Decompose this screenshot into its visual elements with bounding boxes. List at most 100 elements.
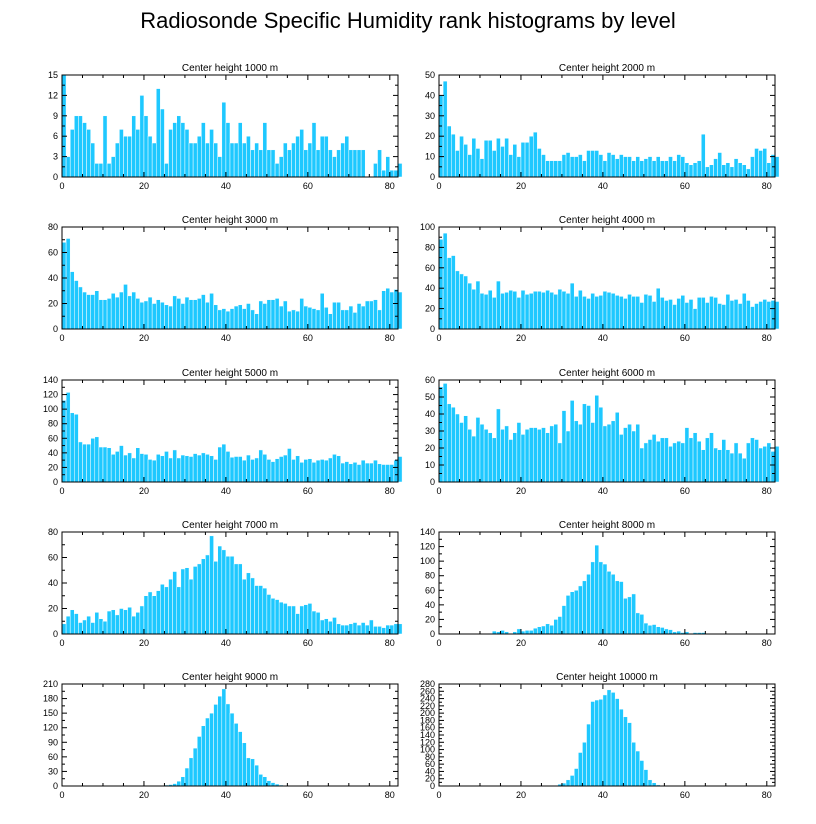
- histogram-bar: [233, 305, 239, 330]
- x-tick-label: 20: [139, 790, 149, 800]
- histogram-bar: [328, 149, 333, 178]
- histogram-bar: [528, 427, 534, 483]
- histogram-bar: [176, 780, 182, 787]
- histogram-bar: [344, 309, 350, 330]
- x-tick-label: 80: [385, 181, 395, 191]
- y-tick-label: 30: [425, 426, 435, 436]
- histogram-bar: [328, 457, 333, 483]
- histogram-bar: [258, 149, 264, 178]
- histogram-bar: [606, 571, 612, 635]
- histogram-bar: [336, 149, 341, 178]
- histogram-bar: [147, 591, 153, 635]
- histogram-bar: [451, 133, 456, 178]
- histogram-bar: [188, 757, 194, 787]
- histogram-bar: [69, 271, 75, 330]
- histogram-bar: [369, 619, 374, 635]
- histogram-bar: [680, 442, 686, 483]
- histogram-bar: [635, 156, 641, 178]
- histogram-bar: [233, 456, 239, 483]
- histogram-bar: [569, 156, 575, 178]
- histogram-bar: [356, 624, 362, 635]
- histogram-bar: [328, 313, 333, 330]
- x-tick-label: 0: [436, 486, 441, 496]
- histogram-bar: [348, 463, 354, 483]
- histogram-bar: [774, 156, 780, 178]
- histogram-bar: [262, 587, 268, 635]
- histogram-bar: [520, 289, 526, 330]
- x-tick-label: 60: [680, 790, 690, 800]
- x-tick-label: 80: [385, 486, 395, 496]
- histogram-bar: [143, 300, 149, 330]
- histogram-bar: [606, 423, 612, 483]
- histogram-bar: [82, 291, 87, 330]
- x-tick-label: 60: [680, 333, 690, 343]
- histogram-bar: [512, 291, 518, 330]
- x-tick-label: 0: [59, 181, 64, 191]
- histogram-bar: [717, 152, 722, 178]
- y-tick-label: 100: [420, 556, 435, 566]
- histogram-bar: [397, 623, 403, 635]
- histogram-bar: [323, 459, 329, 483]
- histogram-bar: [233, 563, 239, 635]
- histogram-bar: [188, 299, 194, 330]
- x-tick-label: 20: [139, 181, 149, 191]
- histogram-bar: [311, 462, 317, 483]
- histogram-bar: [160, 455, 165, 483]
- histogram-bar: [155, 590, 161, 635]
- histogram-bar: [586, 150, 591, 178]
- histogram-bar: [561, 410, 567, 483]
- histogram-bar: [90, 294, 96, 330]
- histogram-bar: [561, 291, 567, 330]
- x-tick-label: 0: [436, 638, 441, 648]
- histogram-bar: [668, 629, 673, 635]
- histogram-bar: [192, 747, 198, 787]
- y-tick-label: 0: [430, 172, 435, 182]
- histogram-bar: [151, 303, 157, 330]
- histogram-bar: [537, 148, 542, 178]
- histogram-bar: [315, 309, 321, 330]
- histogram-bar: [61, 623, 67, 635]
- histogram-bar: [155, 88, 161, 178]
- y-tick-label: 40: [425, 283, 435, 293]
- histogram-bar: [733, 299, 739, 330]
- histogram-bar: [758, 447, 763, 483]
- histogram-bar: [696, 297, 702, 330]
- x-tick-label: 80: [762, 486, 772, 496]
- histogram-bar: [352, 149, 358, 178]
- histogram-bar: [393, 623, 399, 635]
- x-tick-label: 0: [436, 181, 441, 191]
- histogram-bar: [164, 451, 169, 483]
- histogram-bar: [270, 782, 276, 787]
- histogram-bar: [709, 164, 714, 178]
- y-tick-label: 20: [425, 131, 435, 141]
- histogram-bar: [319, 459, 325, 483]
- histogram-bar: [143, 115, 149, 178]
- histogram-bar: [578, 585, 583, 635]
- x-tick-label: 80: [762, 638, 772, 648]
- y-tick-label: 40: [48, 273, 58, 283]
- histogram-bar: [332, 454, 337, 483]
- histogram-bar: [385, 624, 391, 635]
- histogram-bar: [356, 303, 362, 330]
- histogram-bar: [135, 447, 141, 483]
- histogram-bar: [586, 723, 591, 787]
- histogram-bar: [217, 446, 223, 483]
- histogram-bar: [541, 154, 546, 178]
- histogram-bar: [94, 163, 100, 178]
- y-tick-label: 40: [425, 766, 435, 776]
- histogram-bar: [508, 289, 514, 330]
- histogram-bar: [680, 295, 686, 330]
- histogram-bar: [680, 156, 686, 178]
- histogram-bar: [631, 296, 636, 330]
- histogram-bar: [127, 135, 132, 178]
- histogram-bar: [168, 305, 173, 330]
- histogram-bar: [307, 307, 313, 330]
- histogram-bar: [360, 305, 366, 330]
- histogram-bar: [205, 301, 210, 330]
- histogram-bar: [119, 445, 124, 483]
- histogram-bar: [528, 293, 534, 330]
- histogram-bar: [655, 156, 661, 178]
- histogram-panel: Center height 10000 m0 20 40 60 800204060801…: [420, 672, 776, 800]
- histogram-bar: [463, 144, 468, 178]
- x-tick-label: 20: [139, 486, 149, 496]
